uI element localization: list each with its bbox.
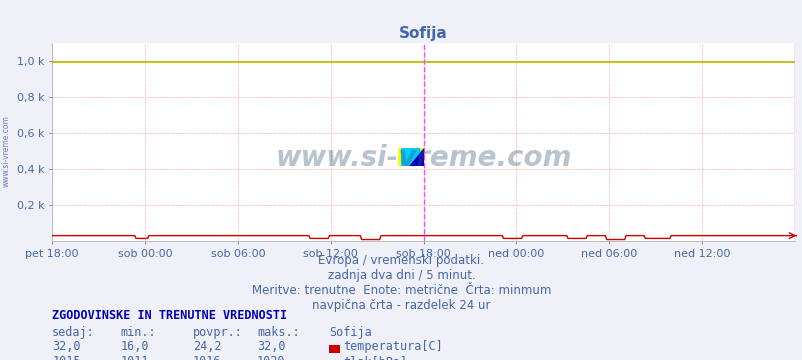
Bar <box>401 148 419 166</box>
Text: www.si-vreme.com: www.si-vreme.com <box>275 144 571 172</box>
Text: 1020: 1020 <box>257 355 285 360</box>
Text: ZGODOVINSKE IN TRENUTNE VREDNOSTI: ZGODOVINSKE IN TRENUTNE VREDNOSTI <box>52 309 287 321</box>
Text: www.si-vreme.com: www.si-vreme.com <box>2 115 11 187</box>
Text: 1016: 1016 <box>192 355 221 360</box>
Text: maks.:: maks.: <box>257 326 299 339</box>
Text: Sofija: Sofija <box>329 326 371 339</box>
Bar <box>397 148 423 166</box>
Text: temperatura[C]: temperatura[C] <box>343 340 443 353</box>
Text: 24,2: 24,2 <box>192 340 221 353</box>
Text: 32,0: 32,0 <box>257 340 285 353</box>
Text: navpična črta - razdelek 24 ur: navpična črta - razdelek 24 ur <box>312 299 490 312</box>
Text: Meritve: trenutne  Enote: metrične  Črta: minmum: Meritve: trenutne Enote: metrične Črta: … <box>252 284 550 297</box>
Text: zadnja dva dni / 5 minut.: zadnja dva dni / 5 minut. <box>327 269 475 282</box>
Text: 32,0: 32,0 <box>52 340 80 353</box>
Text: Evropa / vremenski podatki.: Evropa / vremenski podatki. <box>318 254 484 267</box>
Text: 1015: 1015 <box>52 355 80 360</box>
Text: min.:: min.: <box>120 326 156 339</box>
Polygon shape <box>408 148 423 166</box>
Text: 1011: 1011 <box>120 355 148 360</box>
Text: 16,0: 16,0 <box>120 340 148 353</box>
Text: povpr.:: povpr.: <box>192 326 242 339</box>
Text: sedaj:: sedaj: <box>52 326 95 339</box>
Title: Sofija: Sofija <box>399 26 448 41</box>
Text: tlak[hPa]: tlak[hPa] <box>343 355 407 360</box>
